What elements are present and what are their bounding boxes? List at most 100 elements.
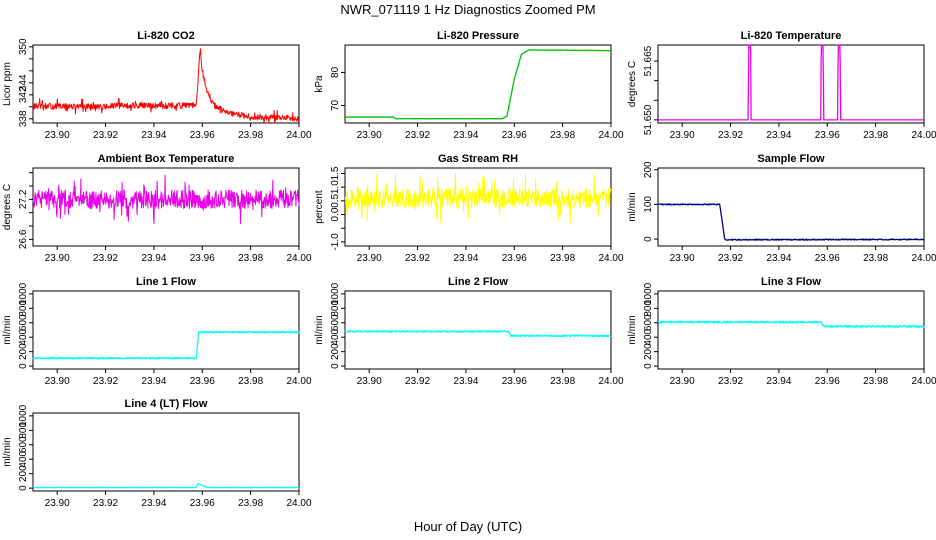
y-tick-label: 0	[18, 363, 29, 369]
y-tick-label: 51.665	[643, 45, 654, 76]
x-tick-label: 23.92	[405, 253, 430, 264]
x-tick-label: 23.90	[670, 130, 695, 141]
y-tick-label: 400	[18, 328, 29, 345]
panel-title: Gas Stream RH	[438, 153, 518, 165]
x-tick-label: 23.96	[190, 376, 215, 387]
panel-grid: Li-820 CO2 23.90 23.92 23.94 23.96 23.98 24.00…	[2, 30, 936, 509]
y-tick-label: 342	[18, 86, 29, 103]
x-tick-label: 23.98	[550, 130, 575, 141]
figure-title: NWR_071119 1 Hz Diagnostics Zoomed PM	[340, 2, 595, 17]
panel-title: Sample Flow	[757, 153, 825, 165]
x-tick-label: 23.96	[502, 253, 527, 264]
x-tick-label: 23.98	[863, 253, 888, 264]
y-axis-label: Licor ppm	[2, 62, 13, 106]
x-tick-label: 23.92	[718, 130, 743, 141]
x-tick-label: 23.92	[405, 376, 430, 387]
x-tick-label: 23.92	[405, 130, 430, 141]
x-tick-label: 24.00	[598, 253, 623, 264]
plot-frame	[344, 44, 612, 124]
panel-title: Li-820 CO2	[137, 30, 194, 42]
y-tick-label: -1.0	[330, 233, 341, 251]
x-tick-label: 23.90	[357, 376, 382, 387]
x-tick-label: 24.00	[598, 130, 623, 141]
panel-li-820-pressure: Li-820 Pressure 23.90 23.92 23.94 23.96 23.98…	[314, 30, 624, 141]
y-tick-label: 27.2	[18, 189, 29, 209]
y-axis-label: ml/min	[2, 315, 13, 344]
x-tick-label: 23.92	[93, 253, 118, 264]
panel-line-3-flow: Line 3 Flow 23.90 23.92 23.94 23.96 23.98 24.0…	[627, 276, 936, 387]
x-tick-label: 23.96	[190, 498, 215, 509]
panel-gas-stream-rh: Gas Stream RH 23.90 23.92 23.94 23.96 23.98 24…	[314, 153, 624, 264]
figure-xlabel: Hour of Day (UTC)	[414, 519, 522, 534]
y-tick-label: 0	[18, 485, 29, 491]
y-tick-label: 1.5	[330, 166, 341, 180]
y-axis-label: ml/min	[314, 315, 325, 344]
series-line-li-820-pressure	[344, 49, 612, 120]
x-tick-label: 23.98	[238, 498, 263, 509]
y-axis-label: kPa	[314, 75, 325, 93]
panel-title: Ambient Box Temperature	[98, 153, 235, 165]
x-tick-label: 23.94	[453, 130, 478, 141]
y-tick-label: 600	[330, 314, 341, 331]
x-tick-label: 23.92	[93, 130, 118, 141]
y-tick-label: 400	[330, 328, 341, 345]
x-tick-label: 23.92	[718, 253, 743, 264]
y-tick-label: 1000	[18, 282, 29, 305]
y-tick-label: 200	[18, 343, 29, 360]
y-axis-label: degrees C	[2, 184, 13, 230]
x-tick-label: 23.96	[815, 376, 840, 387]
y-tick-label: 800	[330, 300, 341, 317]
plot-frame	[32, 167, 300, 247]
y-tick-label: 1000	[18, 404, 29, 427]
x-tick-label: 23.98	[238, 130, 263, 141]
x-tick-label: 23.94	[141, 376, 166, 387]
y-tick-label: 350	[18, 38, 29, 55]
y-tick-label: 1000	[330, 282, 341, 305]
series-line-line-2-flow	[344, 330, 612, 338]
panel-line-4-lt-flow: Line 4 (LT) Flow 23.90 23.92 23.94 23.96 23.9…	[2, 398, 312, 509]
panel-li-820-co2: Li-820 CO2 23.90 23.92 23.94 23.96 23.98 24.00…	[2, 30, 312, 141]
panel-ambient-box-temperature: Ambient Box Temperature 23.90 23.92 23.94 23…	[2, 153, 312, 264]
x-tick-label: 23.96	[190, 253, 215, 264]
y-tick-label: 400	[643, 328, 654, 345]
plot-frame	[657, 167, 925, 247]
panel-title: Li-820 Pressure	[437, 30, 519, 42]
x-tick-label: 23.96	[502, 376, 527, 387]
x-tick-label: 23.90	[357, 130, 382, 141]
plot-frame	[344, 167, 612, 247]
series-line-li-820-co2	[32, 48, 300, 124]
y-axis-label: degrees C	[627, 61, 638, 107]
y-axis-label: percent	[314, 190, 325, 224]
y-tick-label: 200	[643, 161, 654, 178]
x-tick-label: 24.00	[911, 376, 936, 387]
x-tick-label: 24.00	[286, 376, 311, 387]
x-tick-label: 23.94	[766, 130, 791, 141]
plot-frame	[657, 290, 925, 370]
series-line-li-820-temperature	[657, 44, 925, 121]
y-tick-label: 344	[18, 74, 29, 91]
y-tick-label: 1000	[643, 282, 654, 305]
series-line-ambient-box-temperature	[32, 174, 300, 225]
x-tick-label: 23.98	[550, 253, 575, 264]
x-tick-label: 23.90	[357, 253, 382, 264]
y-tick-label: 0	[643, 363, 654, 369]
y-tick-label: 600	[18, 314, 29, 331]
series-line-gas-stream-rh	[344, 172, 612, 224]
x-tick-label: 23.94	[766, 253, 791, 264]
x-tick-label: 23.90	[670, 253, 695, 264]
x-tick-label: 24.00	[286, 253, 311, 264]
panel-li-820-temperature: Li-820 Temperature 23.90 23.92 23.94 23.96 23…	[627, 30, 936, 141]
plot-frame	[32, 44, 300, 124]
series-line-line-3-flow	[657, 320, 925, 328]
x-tick-label: 23.96	[815, 130, 840, 141]
y-tick-label: 80	[330, 66, 341, 78]
y-tick-label: 338	[18, 110, 29, 127]
y-axis-label: ml/min	[627, 315, 638, 344]
x-tick-label: 23.96	[190, 130, 215, 141]
x-tick-label: 23.98	[238, 253, 263, 264]
x-tick-label: 24.00	[286, 130, 311, 141]
x-tick-label: 23.94	[766, 376, 791, 387]
x-tick-label: 23.90	[670, 376, 695, 387]
x-tick-label: 23.90	[45, 130, 70, 141]
x-tick-label: 23.90	[45, 253, 70, 264]
